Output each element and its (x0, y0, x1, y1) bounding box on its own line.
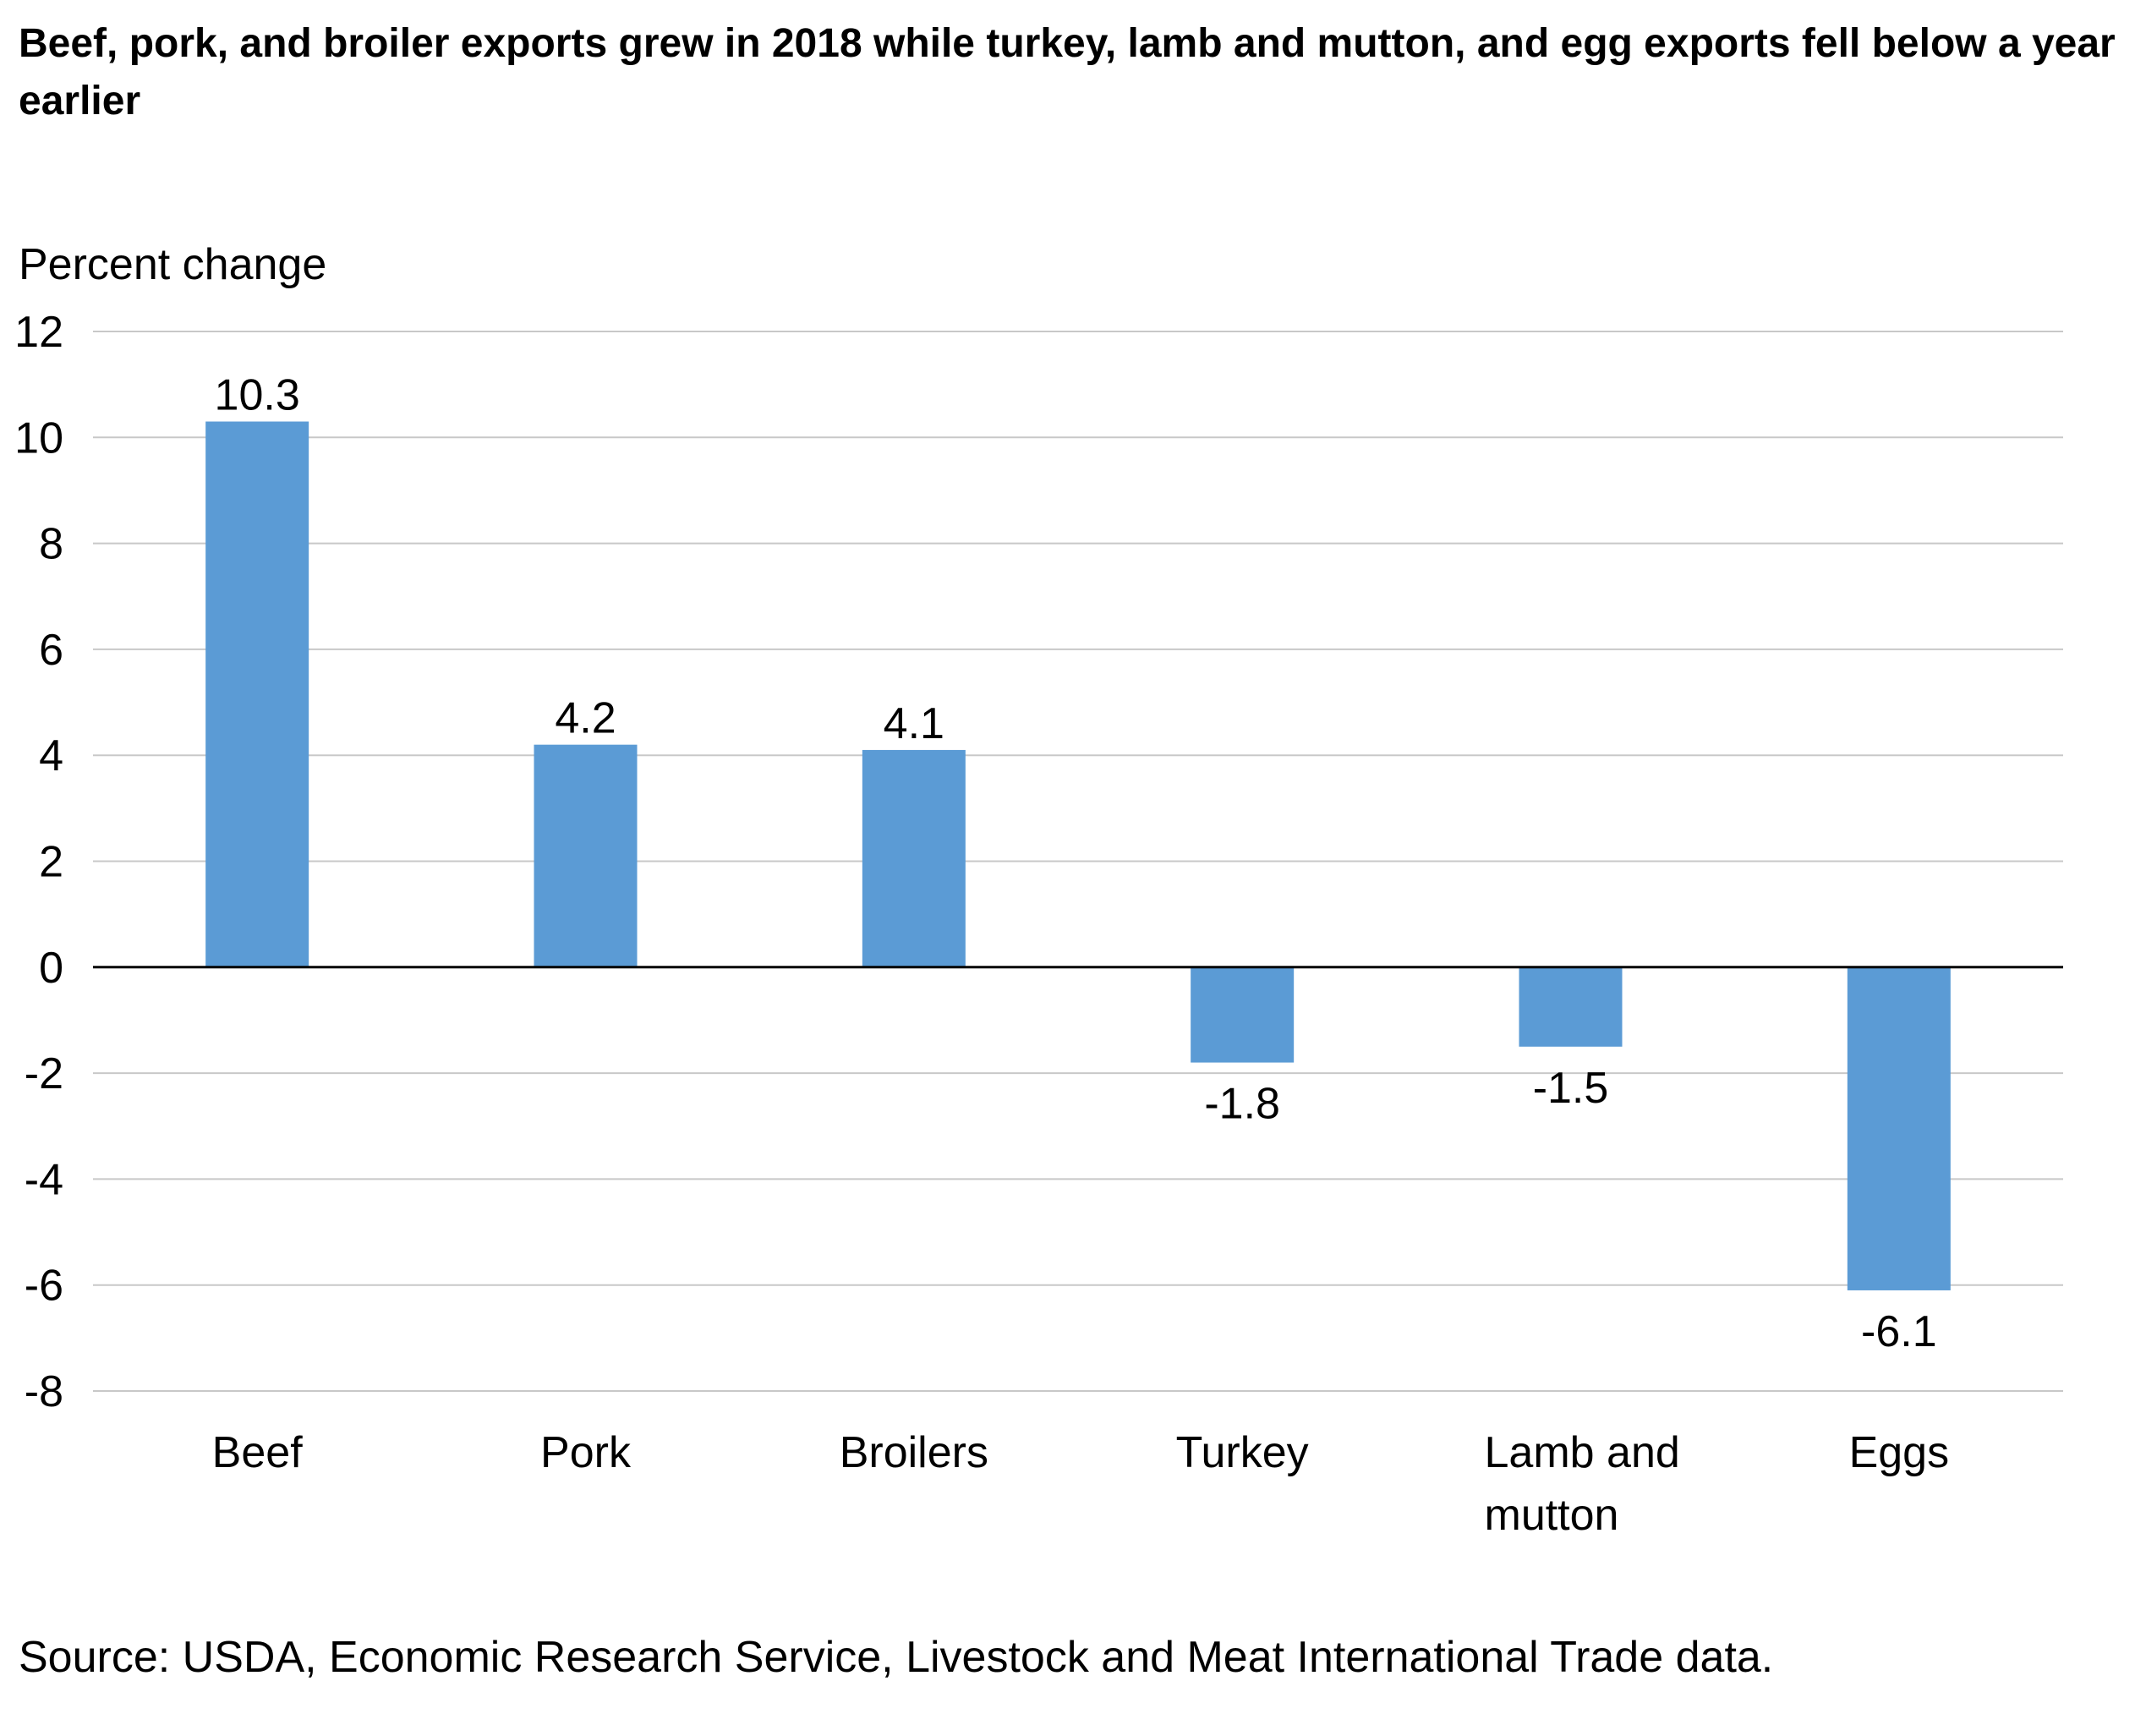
x-tick-label: mutton (1485, 1491, 1619, 1540)
y-tick-label: -2 (25, 1049, 63, 1098)
bar (1847, 967, 1951, 1290)
y-tick-label: 0 (39, 944, 63, 993)
y-tick-label: -4 (25, 1155, 63, 1204)
x-axis-ticks: Beef Pork Broilers Turkey Lamb and mutton Eggs (212, 1428, 1949, 1540)
y-tick-label: 6 (39, 626, 63, 675)
x-tick-label: Beef (212, 1428, 304, 1477)
data-label: -1.5 (1533, 1064, 1609, 1113)
y-axis-ticks: 12 10 8 6 4 2 0 -2 -4 -6 -8 (14, 308, 63, 1416)
y-tick-label: 2 (39, 838, 63, 887)
y-tick-label: 8 (39, 520, 63, 569)
source-note: Source: USDA, Economic Research Service,… (19, 1633, 1774, 1682)
data-label: -6.1 (1861, 1307, 1937, 1356)
chart-title: Beef, pork, and broiler exports grew in … (19, 21, 2116, 123)
x-tick-label: Broilers (840, 1428, 988, 1477)
bars (205, 421, 1951, 1290)
x-tick-label: Pork (540, 1428, 632, 1477)
data-label: 4.1 (884, 699, 944, 748)
data-label: 10.3 (215, 371, 300, 420)
bar (534, 744, 638, 967)
bar (862, 749, 966, 967)
x-tick-label: Turkey (1176, 1428, 1309, 1477)
bar (205, 421, 309, 967)
y-tick-label: 10 (14, 413, 63, 463)
gridlines (93, 331, 2063, 1392)
y-axis-label: Percent change (19, 240, 326, 289)
data-labels: 10.3 4.2 4.1 -1.8 -1.5 -6.1 (215, 371, 1937, 1356)
y-tick-label: 12 (14, 308, 63, 357)
y-tick-label: -8 (25, 1367, 63, 1416)
bar (1191, 967, 1295, 1063)
y-tick-label: -6 (25, 1262, 63, 1311)
data-label: 4.2 (555, 694, 616, 743)
data-label: -1.8 (1204, 1080, 1280, 1129)
y-tick-label: 4 (39, 731, 63, 780)
x-tick-label: Lamb and (1485, 1428, 1680, 1477)
x-tick-label: Eggs (1849, 1428, 1950, 1477)
bar (1519, 967, 1623, 1047)
